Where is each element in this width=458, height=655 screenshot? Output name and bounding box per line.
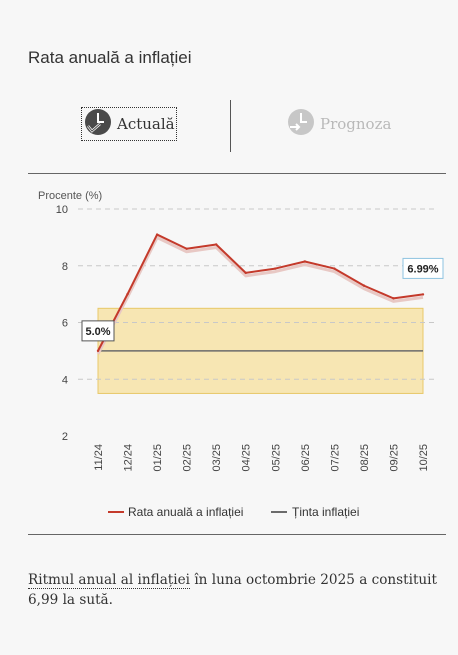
data-point	[362, 284, 366, 287]
callout-label-end: 6.99%	[407, 263, 438, 275]
tab-actuala-label: Actuală	[117, 115, 175, 133]
x-tick-label: 06/25	[300, 444, 312, 472]
data-point	[96, 349, 100, 353]
x-tick-label: 01/25	[152, 444, 164, 472]
data-point	[126, 292, 129, 296]
data-point	[155, 233, 159, 236]
inflation-chart: Procente (%) 2 4 6 8 10 11/24 12/24 01/25 02/25…	[28, 174, 446, 534]
x-tick-label: 09/25	[388, 444, 400, 472]
x-tick-label: 11/24	[93, 444, 105, 471]
top-divider	[28, 173, 446, 174]
data-point	[303, 260, 307, 263]
x-tick-label: 12/24	[123, 444, 135, 472]
y-tick-label: 4	[62, 374, 68, 386]
callout-box-start	[81, 320, 115, 342]
data-point	[214, 243, 218, 246]
y-axis-label: Procente (%)	[38, 190, 102, 202]
x-tick-label: 03/25	[211, 444, 223, 472]
clock-check-icon	[83, 107, 117, 141]
clock-forecast-icon	[286, 107, 320, 141]
y-tick-label: 10	[56, 204, 68, 216]
summary-link[interactable]: Ritmul anual al inflației	[28, 572, 190, 589]
callout-label-start: 5.0%	[85, 326, 110, 338]
legend-label-inflation[interactable]: Rata anuală a inflației	[128, 505, 243, 519]
data-point	[274, 267, 277, 270]
view-tabs: Actuală Prognoza	[28, 96, 446, 154]
x-tick-label: 02/25	[182, 444, 194, 472]
data-point	[185, 247, 188, 250]
series-line-inflation	[97, 233, 424, 352]
tab-prognoza-label: Prognoza	[320, 115, 392, 133]
legend-label-target[interactable]: Ținta inflației	[292, 505, 359, 519]
y-tick-label: 6	[62, 318, 68, 330]
series-line-inflation-shadow	[96, 236, 424, 355]
data-point	[244, 271, 247, 275]
x-tick-label: 05/25	[270, 444, 282, 472]
tab-actuala[interactable]: Actuală	[81, 107, 177, 141]
x-tick-label: 10/25	[418, 444, 430, 472]
data-point	[333, 267, 336, 270]
summary-text: Ritmul anual al inflației în luna octomb…	[28, 570, 448, 610]
x-tick-label: 07/25	[329, 444, 341, 472]
y-tick-label: 2	[62, 431, 68, 443]
x-tick-label: 04/25	[241, 444, 253, 472]
chart-svg: Procente (%) 2 4 6 8 10 11/24 12/24 01/25 02/25…	[38, 190, 444, 519]
y-tick-label: 8	[62, 261, 68, 273]
data-point	[421, 293, 425, 296]
page-title: Rata anuală a inflației	[28, 48, 192, 67]
summary-rest: în luna octombrie 2025 a constituit 6,99…	[28, 572, 437, 608]
x-tick-label: 08/25	[359, 444, 371, 472]
callout-box-end	[402, 257, 444, 279]
legend: Rata anuală a inflației Ținta inflației	[108, 505, 359, 519]
bottom-divider	[28, 534, 446, 535]
data-point	[392, 297, 395, 300]
tab-prognoza[interactable]: Prognoza	[286, 108, 391, 140]
tab-divider	[230, 100, 231, 152]
